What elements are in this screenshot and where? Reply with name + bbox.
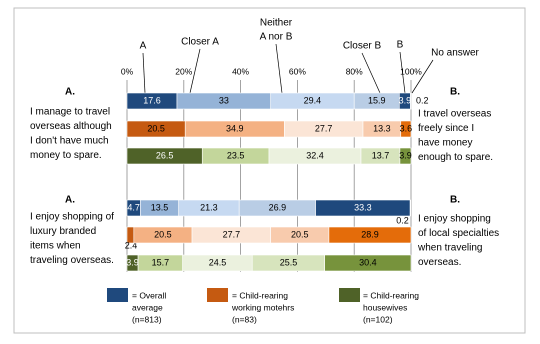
segment-name: Closer A [181, 37, 219, 48]
value-label: 26.9 [269, 202, 287, 212]
legend-label: (n=83) [232, 314, 257, 324]
legend-swatch [207, 288, 228, 302]
statement-a: traveling overseas. [30, 255, 114, 266]
legend-label: (n=102) [363, 314, 393, 324]
callout-line [142, 52, 146, 94]
bar-segment [324, 254, 412, 272]
x-tick-label: 40% [232, 66, 249, 76]
value-label: 27.7 [223, 229, 241, 239]
value-label: 20.5 [291, 229, 309, 239]
statement-b: of local specialties [418, 228, 499, 239]
statement-b-label: B. [450, 87, 460, 98]
value-label: 3.6 [400, 123, 413, 133]
value-label: 15.9 [368, 95, 386, 105]
bar-segment [328, 226, 412, 244]
callout-line [275, 43, 283, 94]
legend-label: (n=813) [132, 314, 162, 324]
value-label: 29.4 [304, 95, 322, 105]
statement-b: I enjoy shopping [418, 214, 491, 225]
value-label: 2.4 [125, 240, 138, 250]
x-tick-label: 60% [289, 66, 306, 76]
legend-label: = Overall [132, 290, 166, 300]
x-tick-label: 80% [346, 66, 363, 76]
value-label: 3.9 [126, 257, 139, 267]
callout-line [361, 52, 381, 94]
value-label: 15.7 [152, 257, 170, 267]
value-label: 32.4 [306, 150, 324, 160]
segment-name: A nor B [260, 32, 293, 43]
value-label: 33 [219, 95, 229, 105]
value-label: 17.6 [143, 95, 161, 105]
legend-label: average [132, 302, 163, 312]
statement-b: freely since I [418, 123, 474, 134]
statement-a: money to spare. [30, 150, 102, 161]
frame [13, 7, 526, 334]
callout-line [411, 59, 434, 94]
value-label: 30.4 [359, 257, 377, 267]
callout-line [189, 48, 201, 94]
value-label: 13.3 [373, 123, 391, 133]
segment-name: A [140, 41, 147, 52]
segment-name: Closer B [343, 41, 382, 52]
legend-label: = Child-rearing [232, 290, 288, 300]
bar-segment [409, 199, 412, 217]
statement-b-label: B. [450, 195, 460, 206]
statement-a: overseas although [30, 121, 112, 132]
value-label: 33.3 [354, 202, 372, 212]
value-label: 26.5 [156, 150, 174, 160]
value-label: 20.5 [154, 229, 172, 239]
statement-a: I enjoy shopping of [30, 212, 114, 223]
statement-b: I travel overseas [418, 109, 491, 120]
value-label: 34.9 [226, 123, 244, 133]
statement-a: luxury branded [30, 226, 96, 237]
bar-segment [400, 120, 412, 138]
statement-a-label: A. [65, 87, 75, 98]
legend-label: working motehrs [231, 302, 294, 312]
statement-b: have money [418, 138, 472, 149]
statement-b: enough to spare. [418, 152, 493, 163]
value-label: 21.3 [200, 202, 218, 212]
value-label: 13.7 [372, 150, 390, 160]
segment-name: B [397, 40, 404, 51]
statement-a: I don't have much [30, 136, 109, 147]
statement-a: items when [30, 241, 81, 252]
value-label: 13.5 [151, 202, 169, 212]
x-tick-label: 0% [121, 66, 134, 76]
legend-swatch [107, 288, 128, 302]
value-label: 3.9 [399, 95, 412, 105]
value-label: 0.2 [416, 95, 429, 105]
legend-swatch [339, 288, 360, 302]
value-label: 3.9 [399, 150, 412, 160]
value-label: 4.7 [127, 202, 140, 212]
value-label: 0.2 [396, 215, 409, 225]
value-label: 28.9 [361, 229, 379, 239]
callout-line [399, 51, 406, 94]
value-label: 20.5 [147, 123, 165, 133]
segment-name: No answer [431, 48, 479, 59]
statement-a-label: A. [65, 195, 75, 206]
value-label: 25.5 [280, 257, 298, 267]
bar-segment [399, 147, 412, 165]
value-label: 23.5 [227, 150, 245, 160]
x-tick-label: 20% [175, 66, 192, 76]
x-tick-label: 100% [400, 66, 422, 76]
legend-label: = Child-rearing [363, 290, 419, 300]
statement-a: I manage to travel [30, 107, 110, 118]
segment-name: Neither [260, 18, 293, 29]
bar-segment [410, 92, 412, 110]
legend-label: housewives [363, 302, 407, 312]
value-label: 24.5 [209, 257, 227, 267]
value-label: 27.7 [315, 123, 333, 133]
statement-b: when traveling [417, 243, 482, 254]
statement-b: overseas. [418, 257, 461, 268]
